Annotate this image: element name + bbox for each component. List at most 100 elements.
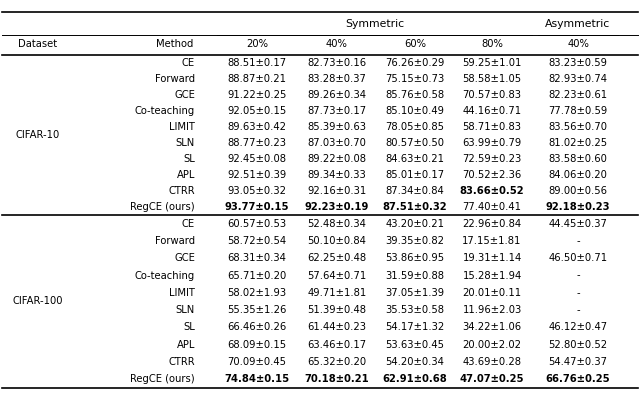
Text: LIMIT: LIMIT [169,122,195,132]
Text: 93.77±0.15: 93.77±0.15 [225,202,289,212]
Text: 87.03±0.70: 87.03±0.70 [308,138,367,148]
Text: 88.51±0.17: 88.51±0.17 [227,58,287,68]
Text: 63.99±0.79: 63.99±0.79 [462,138,522,148]
Text: LIMIT: LIMIT [169,288,195,298]
Text: 60.57±0.53: 60.57±0.53 [227,219,287,229]
Text: 87.73±0.17: 87.73±0.17 [307,106,367,116]
Text: 15.28±1.94: 15.28±1.94 [462,271,522,281]
Text: 57.64±0.71: 57.64±0.71 [307,271,367,281]
Text: 92.05±0.15: 92.05±0.15 [227,106,287,116]
Text: 85.76±0.58: 85.76±0.58 [385,90,445,100]
Text: 84.06±0.20: 84.06±0.20 [548,170,607,180]
Text: 77.40±0.41: 77.40±0.41 [463,202,522,212]
Text: 58.58±1.05: 58.58±1.05 [463,74,522,84]
Text: 82.93±0.74: 82.93±0.74 [548,74,607,84]
Text: 80.57±0.50: 80.57±0.50 [385,138,445,148]
Text: Co-teaching: Co-teaching [135,271,195,281]
Text: 92.23±0.19: 92.23±0.19 [305,202,369,212]
Text: RegCE (ours): RegCE (ours) [131,202,195,212]
Text: 54.20±0.34: 54.20±0.34 [385,357,444,367]
Text: 88.87±0.21: 88.87±0.21 [227,74,287,84]
Text: 87.34±0.84: 87.34±0.84 [386,186,444,196]
Text: -: - [576,236,580,246]
Text: Forward: Forward [155,74,195,84]
Text: 63.46±0.17: 63.46±0.17 [307,340,367,350]
Text: 82.23±0.61: 82.23±0.61 [548,90,607,100]
Text: 88.77±0.23: 88.77±0.23 [227,138,287,148]
Text: 55.35±1.26: 55.35±1.26 [227,305,287,315]
Text: SL: SL [183,154,195,164]
Text: 89.00±0.56: 89.00±0.56 [548,186,607,196]
Text: 81.02±0.25: 81.02±0.25 [548,138,607,148]
Text: SLN: SLN [176,138,195,148]
Text: 54.47±0.37: 54.47±0.37 [548,357,607,367]
Text: 20.00±2.02: 20.00±2.02 [463,340,522,350]
Text: 65.32±0.20: 65.32±0.20 [307,357,367,367]
Text: 70.52±2.36: 70.52±2.36 [462,170,522,180]
Text: 35.53±0.58: 35.53±0.58 [385,305,445,315]
Text: 84.63±0.21: 84.63±0.21 [385,154,445,164]
Text: 85.10±0.49: 85.10±0.49 [385,106,445,116]
Text: 62.91±0.68: 62.91±0.68 [383,374,447,385]
Text: -: - [576,288,580,298]
Text: Symmetric: Symmetric [345,19,404,29]
Text: CIFAR-100: CIFAR-100 [13,297,63,307]
Text: 70.18±0.21: 70.18±0.21 [305,374,369,385]
Text: CE: CE [182,219,195,229]
Text: 62.25±0.48: 62.25±0.48 [307,253,367,263]
Text: 92.18±0.23: 92.18±0.23 [546,202,611,212]
Text: 22.96±0.84: 22.96±0.84 [463,219,522,229]
Text: 70.09±0.45: 70.09±0.45 [227,357,287,367]
Text: 52.48±0.34: 52.48±0.34 [308,219,367,229]
Text: 43.69±0.28: 43.69±0.28 [463,357,522,367]
Text: 70.57±0.83: 70.57±0.83 [463,90,522,100]
Text: 65.71±0.20: 65.71±0.20 [227,271,287,281]
Text: 51.39±0.48: 51.39±0.48 [307,305,367,315]
Text: 11.96±2.03: 11.96±2.03 [462,305,522,315]
Text: 49.71±1.81: 49.71±1.81 [307,288,367,298]
Text: 89.34±0.33: 89.34±0.33 [308,170,366,180]
Text: 58.72±0.54: 58.72±0.54 [227,236,287,246]
Text: 66.46±0.26: 66.46±0.26 [227,322,287,333]
Text: 53.86±0.95: 53.86±0.95 [385,253,445,263]
Text: Dataset: Dataset [19,39,58,49]
Text: -: - [576,305,580,315]
Text: 66.76±0.25: 66.76±0.25 [546,374,611,385]
Text: 17.15±1.81: 17.15±1.81 [462,236,522,246]
Text: 83.23±0.59: 83.23±0.59 [548,58,607,68]
Text: 76.26±0.29: 76.26±0.29 [385,58,445,68]
Text: -: - [576,271,580,281]
Text: 80%: 80% [481,39,503,49]
Text: 61.44±0.23: 61.44±0.23 [307,322,367,333]
Text: 60%: 60% [404,39,426,49]
Text: 59.25±1.01: 59.25±1.01 [462,58,522,68]
Text: Method: Method [156,39,194,49]
Text: 83.56±0.70: 83.56±0.70 [548,122,607,132]
Text: 58.71±0.83: 58.71±0.83 [463,122,522,132]
Text: 72.59±0.23: 72.59±0.23 [462,154,522,164]
Text: 40%: 40% [567,39,589,49]
Text: GCE: GCE [174,90,195,100]
Text: 92.45±0.08: 92.45±0.08 [227,154,287,164]
Text: Asymmetric: Asymmetric [545,19,611,29]
Text: APL: APL [177,340,195,350]
Text: 52.80±0.52: 52.80±0.52 [548,340,607,350]
Text: 83.58±0.60: 83.58±0.60 [548,154,607,164]
Text: 87.51±0.32: 87.51±0.32 [383,202,447,212]
Text: 47.07±0.25: 47.07±0.25 [460,374,524,385]
Text: CTRR: CTRR [168,186,195,196]
Text: 46.12±0.47: 46.12±0.47 [548,322,607,333]
Text: 58.02±1.93: 58.02±1.93 [227,288,287,298]
Text: 77.78±0.59: 77.78±0.59 [548,106,607,116]
Text: CTRR: CTRR [168,357,195,367]
Text: 68.31±0.34: 68.31±0.34 [228,253,287,263]
Text: 89.26±0.34: 89.26±0.34 [307,90,367,100]
Text: 68.09±0.15: 68.09±0.15 [227,340,287,350]
Text: CIFAR-10: CIFAR-10 [16,130,60,140]
Text: 43.20±0.21: 43.20±0.21 [385,219,445,229]
Text: 40%: 40% [326,39,348,49]
Text: 54.17±1.32: 54.17±1.32 [385,322,445,333]
Text: 50.10±0.84: 50.10±0.84 [308,236,367,246]
Text: 44.45±0.37: 44.45±0.37 [548,219,607,229]
Text: 37.05±1.39: 37.05±1.39 [385,288,445,298]
